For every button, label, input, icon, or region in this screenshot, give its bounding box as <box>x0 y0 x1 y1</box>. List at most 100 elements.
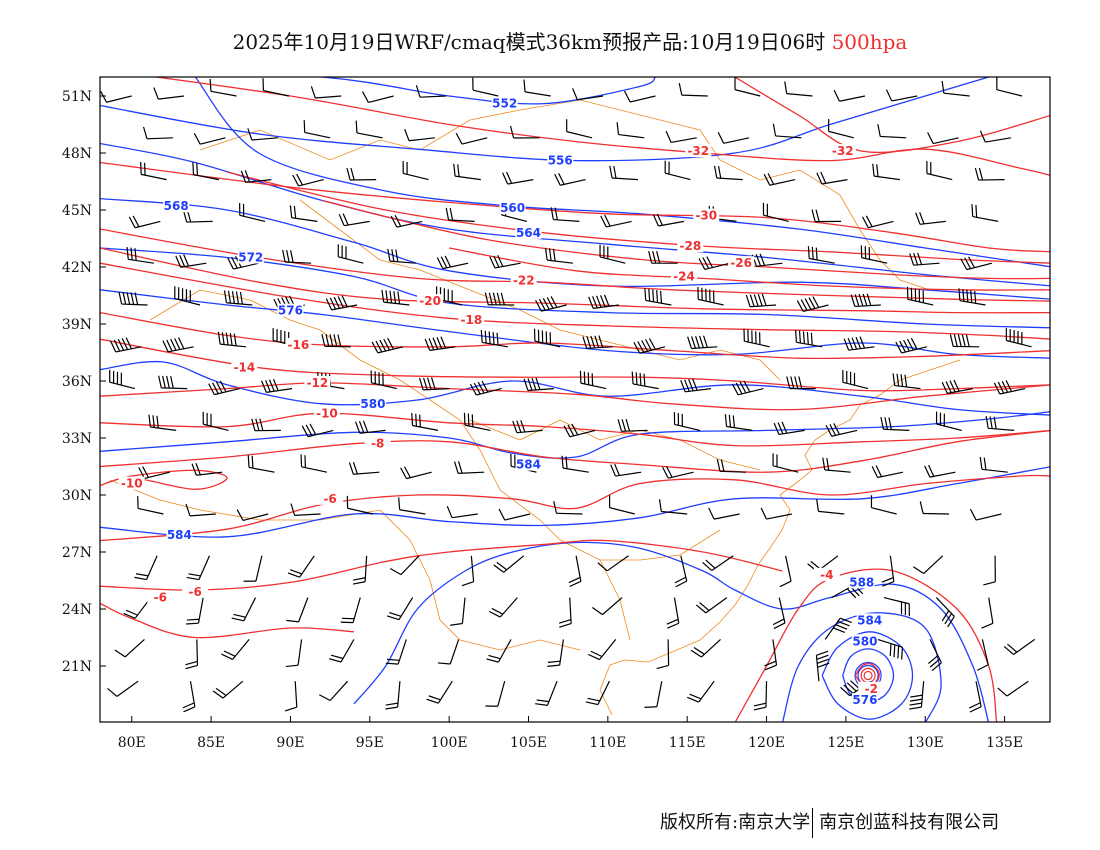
wind-barb <box>600 214 632 228</box>
temperature-contour-line <box>100 474 1050 542</box>
wind-barb <box>535 680 558 706</box>
wind-barb <box>1003 638 1036 655</box>
wind-barb <box>148 414 177 431</box>
wind-barb <box>935 411 962 431</box>
temperature-contour-label: -22 <box>513 273 535 287</box>
wind-barb <box>231 597 257 622</box>
temperature-contour-label-bg <box>417 294 444 308</box>
wind-barb <box>484 292 515 306</box>
wind-barb <box>109 369 136 390</box>
wind-barb <box>772 453 799 473</box>
wind-barb <box>816 499 845 515</box>
wind-barb <box>485 681 506 707</box>
lon-tick-label: 95E <box>356 735 384 751</box>
temperature-contour-label-bg <box>313 406 340 420</box>
temperature-contour-label-bg <box>813 567 840 581</box>
wind-barb <box>453 163 481 181</box>
wind-barb <box>301 423 334 438</box>
height-contour-label: 576 <box>278 304 303 318</box>
wind-barb <box>860 245 888 264</box>
wind-barb <box>436 255 469 270</box>
temperature-contour-label-bg <box>685 144 712 158</box>
wind-barb <box>579 370 607 390</box>
wind-barb <box>285 639 303 668</box>
wind-barb <box>665 130 697 143</box>
wind-barb <box>928 639 942 672</box>
wind-barb <box>400 466 432 480</box>
temperature-contour-label: -12 <box>307 376 329 390</box>
wind-barb <box>469 380 502 396</box>
wind-barb <box>772 123 802 139</box>
cyclone-ring <box>863 670 873 681</box>
wind-barb <box>658 499 688 515</box>
wind-barb <box>488 597 518 618</box>
wind-barb <box>512 420 543 434</box>
temperature-contour-label-bg <box>829 144 856 158</box>
wind-barb <box>631 371 659 390</box>
wind-barb <box>561 455 589 473</box>
wind-barb <box>402 161 429 181</box>
wind-barb <box>185 503 216 517</box>
wind-barb <box>153 87 185 100</box>
lat-tick-label: 21N <box>62 659 92 675</box>
wind-barb <box>550 207 580 222</box>
wind-barb <box>592 597 623 616</box>
copyright-right: 南京创蓝科技有限公司 <box>819 812 1000 833</box>
wind-barb <box>760 507 793 520</box>
wind-barb <box>186 597 204 625</box>
wind-barb <box>644 288 672 306</box>
lat-tick-label: 36N <box>62 374 92 390</box>
wind-barb <box>142 126 174 140</box>
temperature-contour-line <box>100 338 1050 392</box>
temperature-contour-label-bg <box>364 436 391 450</box>
wind-barb <box>362 91 394 104</box>
height-contour-label: 556 <box>548 154 573 168</box>
wind-barb <box>370 370 397 390</box>
lat-tick-label: 27N <box>62 545 92 561</box>
wind-barb <box>185 639 199 670</box>
wind-barb <box>486 639 512 663</box>
temperature-contour-label: -26 <box>730 256 752 270</box>
height-contour-label-bg <box>166 527 193 541</box>
wind-barb <box>762 202 789 222</box>
wind-barb <box>182 681 196 713</box>
wind-barb <box>404 128 435 142</box>
wind-barb <box>533 328 561 348</box>
temperature-contour-label: -10 <box>121 477 143 491</box>
wind-barb <box>861 215 894 229</box>
wind-barb <box>544 247 573 264</box>
temperature-contour-line <box>100 161 1050 253</box>
wind-barb <box>609 165 639 181</box>
temperature-contour-line <box>100 311 1050 360</box>
wind-barb <box>772 597 786 630</box>
wind-barb <box>734 77 761 97</box>
wind-barb <box>690 638 721 658</box>
temperature-contour-label-bg <box>677 239 704 253</box>
temperature-contour-label: -14 <box>234 361 256 375</box>
wind-barb <box>871 465 904 479</box>
wind-barb <box>588 294 620 309</box>
temperature-contour-label-bg <box>182 584 209 598</box>
temperature-contour-label: -28 <box>680 239 702 253</box>
wind-barb <box>644 681 663 708</box>
wind-barb <box>348 462 380 475</box>
copyright-left: 版权所有:南京大学 <box>660 812 811 833</box>
temperature-contour-line <box>100 247 1050 314</box>
wind-barb <box>251 418 281 432</box>
temperature-contour-label: -24 <box>673 270 695 284</box>
height-contour-label: 560 <box>500 201 525 215</box>
wind-barb <box>941 379 973 394</box>
height-contour-label: 584 <box>167 528 192 542</box>
wind-barb <box>616 122 645 139</box>
temperature-contour-label-bg <box>728 256 755 270</box>
wind-barb <box>971 204 999 222</box>
wind-barb <box>824 617 852 640</box>
wind-barb <box>927 132 959 145</box>
wind-barb <box>585 680 610 706</box>
wind-barb <box>193 133 226 145</box>
wind-barb <box>926 161 953 181</box>
lon-tick-label: 110E <box>589 735 626 751</box>
wind-barb <box>724 414 753 431</box>
footer-separator <box>812 808 814 838</box>
wind-barb <box>346 167 377 181</box>
